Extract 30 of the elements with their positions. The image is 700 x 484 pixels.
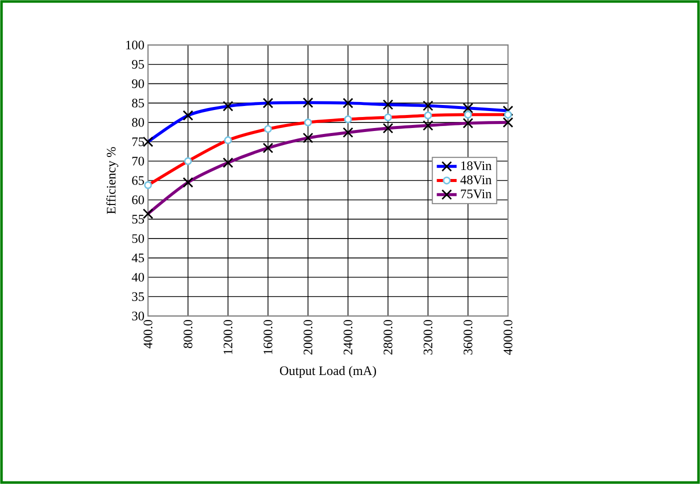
legend-label: 18Vin bbox=[461, 161, 492, 170]
x-tick-label: 2400.0 bbox=[344, 320, 352, 355]
y-tick-label: 60 bbox=[132, 195, 144, 204]
x-tick-label: 400.0 bbox=[144, 320, 152, 348]
y-tick-label: 45 bbox=[132, 254, 144, 262]
x-tick-label: 4000.0 bbox=[504, 320, 512, 355]
y-tick-label: 85 bbox=[132, 98, 144, 108]
y-tick-label: 65 bbox=[132, 176, 144, 185]
y-tick-label: 95 bbox=[132, 60, 144, 69]
x-tick-label: 2000.0 bbox=[304, 320, 312, 355]
y-tick-label: 55 bbox=[132, 214, 144, 224]
x-tick-label: 1200.0 bbox=[224, 320, 232, 354]
y-tick-label: 80 bbox=[132, 118, 144, 127]
x-axis-title: Output Load (mA) bbox=[280, 366, 376, 378]
y-tick-label: 50 bbox=[132, 234, 144, 243]
y-tick-label: 75 bbox=[132, 137, 144, 146]
y-tick-label: 100 bbox=[126, 40, 144, 50]
y-axis-title: Efficiency % bbox=[106, 147, 118, 214]
y-tick-label: 35 bbox=[132, 292, 144, 301]
y-tick-label: 70 bbox=[132, 156, 144, 166]
x-tick-label: 3600.0 bbox=[464, 320, 472, 354]
x-tick-label: 1600.0 bbox=[264, 320, 272, 354]
y-tick-label: 90 bbox=[132, 79, 144, 88]
x-tick-label: 800.0 bbox=[184, 320, 192, 348]
y-tick-label: 40 bbox=[132, 272, 144, 282]
x-tick-label: 3200.0 bbox=[424, 320, 432, 354]
legend-label: 75Vin bbox=[460, 190, 492, 198]
x-tick-label: 2800.0 bbox=[384, 320, 392, 355]
y-tick-label: 30 bbox=[132, 312, 144, 320]
legend-label: 48Vin bbox=[460, 175, 492, 184]
